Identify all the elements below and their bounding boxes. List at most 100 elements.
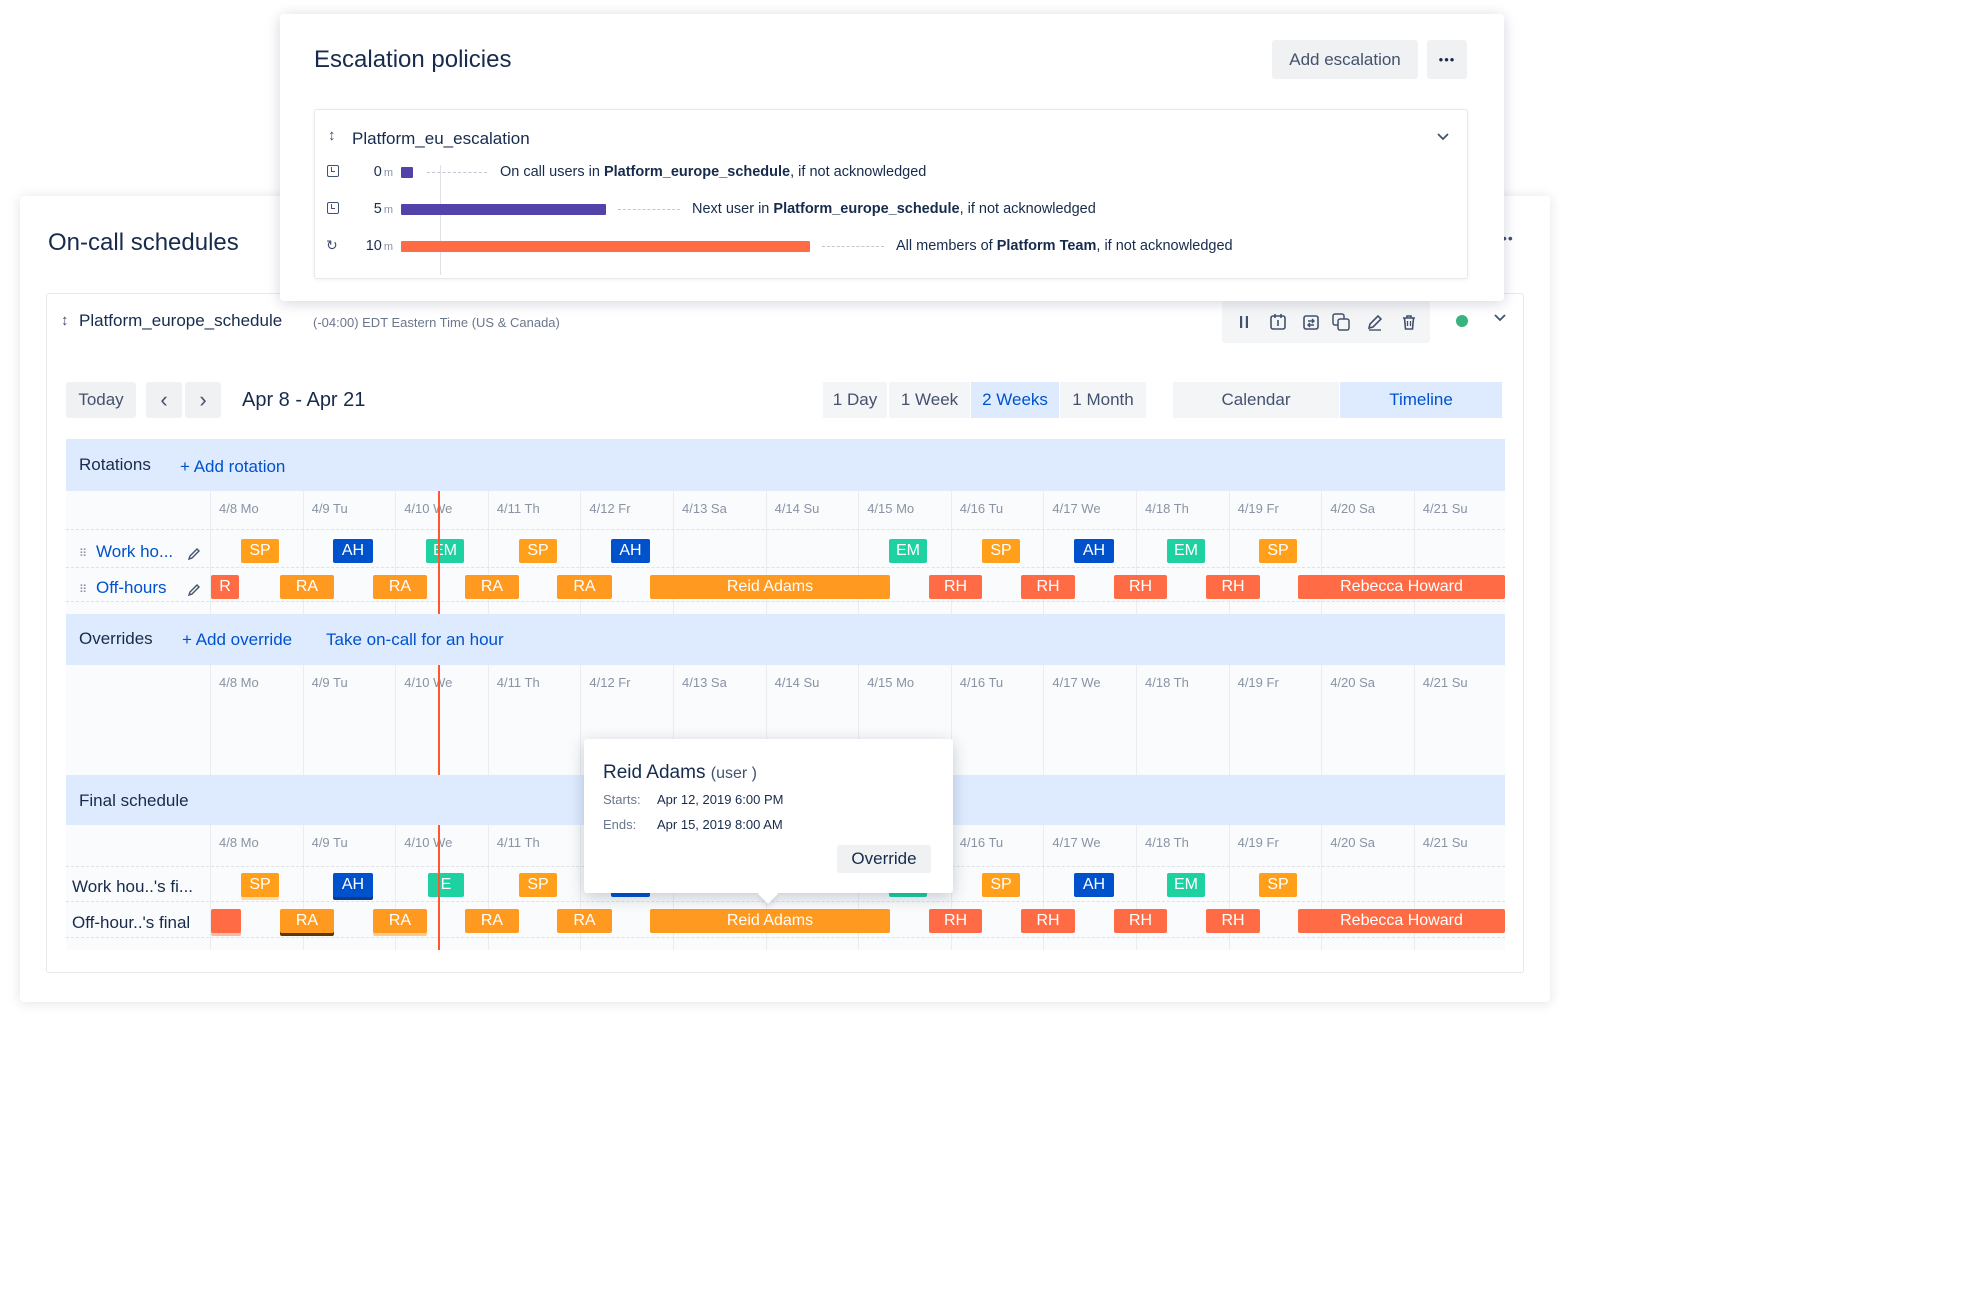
- shift-chip[interactable]: SP: [241, 873, 279, 897]
- override-button[interactable]: Override: [837, 845, 931, 873]
- add-rotation-link[interactable]: + Add rotation: [180, 457, 286, 476]
- more-icon[interactable]: •••: [1427, 40, 1467, 79]
- shift-chip[interactable]: AH: [611, 539, 650, 563]
- step-description: All members of Platform Team, if not ack…: [896, 238, 1233, 254]
- more-options-icon[interactable]: ••: [1502, 230, 1514, 246]
- shift-chip[interactable]: AH: [1074, 539, 1114, 563]
- shift-chip[interactable]: Rebecca Howard: [1298, 575, 1505, 599]
- timezone-label: (-04:00) EDT Eastern Time (US & Canada): [313, 315, 560, 330]
- edit-icon[interactable]: [186, 582, 202, 603]
- shift-chip[interactable]: AH: [333, 873, 373, 897]
- shift-chip[interactable]: SP: [519, 539, 557, 563]
- shift-chip[interactable]: E: [428, 873, 464, 897]
- shift-chip[interactable]: SP: [1259, 873, 1297, 897]
- rotations-header: Rotations + Add rotation: [66, 439, 1505, 491]
- shift-chip[interactable]: Reid Adams: [650, 575, 890, 599]
- shift-chip[interactable]: RA: [465, 909, 519, 933]
- chevron-down-icon[interactable]: [1492, 309, 1508, 330]
- shift-chip[interactable]: EM: [426, 539, 464, 563]
- copy-calendar-icon[interactable]: [1331, 312, 1351, 332]
- row-divider: [66, 901, 1505, 902]
- shift-chip[interactable]: RH: [1021, 575, 1075, 599]
- rotations-timeline: 4/8 Mo 4/9 Tu 4/10 We 4/11 Th 4/12 Fr 4/13 Sa…: [66, 491, 1505, 614]
- shift-chip[interactable]: [211, 909, 241, 933]
- day-label: 4/18 Th: [1145, 675, 1189, 690]
- add-override-link[interactable]: + Add override: [182, 630, 293, 649]
- day-label: 4/21 Su: [1422, 675, 1468, 690]
- day-label: 4/17 We: [1052, 501, 1101, 516]
- shift-chip[interactable]: RH: [1021, 909, 1075, 933]
- tab-1-month[interactable]: 1 Month: [1060, 382, 1146, 418]
- shift-chip[interactable]: RH: [1114, 575, 1167, 599]
- day-column: [210, 665, 211, 775]
- step-bar: [401, 204, 606, 215]
- day-column: [487, 491, 489, 614]
- repeat-icon: ↻: [326, 237, 338, 253]
- tab-timeline[interactable]: Timeline: [1340, 382, 1502, 418]
- shift-chip[interactable]: EM: [889, 539, 927, 563]
- shift-chip[interactable]: SP: [982, 873, 1020, 897]
- shift-chip[interactable]: RH: [929, 909, 982, 933]
- shift-chip[interactable]: SP: [1259, 539, 1297, 563]
- shift-chip[interactable]: SP: [519, 873, 557, 897]
- delete-icon[interactable]: [1399, 312, 1419, 332]
- shift-chip[interactable]: EM: [1167, 539, 1205, 563]
- edit-icon[interactable]: [1365, 312, 1385, 332]
- shift-chip[interactable]: RA: [373, 575, 427, 599]
- shift-chip[interactable]: RH: [1206, 909, 1260, 933]
- shift-chip[interactable]: R: [211, 575, 239, 599]
- shift-chip[interactable]: EM: [1167, 873, 1205, 897]
- shift-chip[interactable]: AH: [1074, 873, 1114, 897]
- drag-handle-icon[interactable]: ↕: [61, 312, 69, 329]
- shift-chip[interactable]: Rebecca Howard: [1298, 909, 1505, 933]
- prev-button[interactable]: ‹: [146, 382, 182, 418]
- day-label: 4/15 Mo: [867, 675, 915, 690]
- tab-1-day[interactable]: 1 Day: [823, 382, 887, 418]
- shift-chip[interactable]: RA: [465, 575, 519, 599]
- day-label: 4/17 We: [1052, 835, 1101, 850]
- step-connector: [427, 172, 487, 173]
- overrides-header: Overrides + Add override Take on-call fo…: [66, 614, 1505, 665]
- schedule-name[interactable]: Platform_europe_schedule: [79, 311, 283, 330]
- shift-chip[interactable]: SP: [982, 539, 1020, 563]
- shift-chip[interactable]: RH: [929, 575, 982, 599]
- shift-chip[interactable]: RA: [280, 909, 334, 933]
- day-column: [1043, 825, 1045, 950]
- drag-handle-icon[interactable]: ↕: [328, 127, 336, 144]
- drag-handle-icon[interactable]: ⠿: [79, 584, 87, 596]
- escalation-policies-card: Escalation policies Add escalation ••• ↕…: [280, 14, 1504, 301]
- tab-1-week[interactable]: 1 Week: [889, 382, 970, 418]
- starts-label: Starts:: [603, 792, 641, 807]
- next-button[interactable]: ›: [185, 382, 221, 418]
- policy-name[interactable]: Platform_eu_escalation: [352, 129, 530, 148]
- rotation-name-work-hours[interactable]: Work ho...: [96, 542, 174, 561]
- shift-chip[interactable]: RA: [557, 575, 612, 599]
- shift-chip[interactable]: RH: [1206, 575, 1260, 599]
- edit-icon[interactable]: [186, 546, 202, 567]
- tab-2-weeks[interactable]: 2 Weeks: [971, 382, 1059, 418]
- add-escalation-button[interactable]: Add escalation: [1272, 40, 1418, 79]
- day-column: [395, 825, 397, 950]
- overrides-title: Overrides: [79, 629, 153, 648]
- calendar-icon[interactable]: [1268, 312, 1288, 332]
- shift-chip[interactable]: RA: [280, 575, 334, 599]
- day-column: [395, 665, 397, 775]
- day-label: 4/10 We: [404, 501, 453, 516]
- shift-chip[interactable]: Reid Adams: [650, 909, 890, 933]
- shift-chip[interactable]: RA: [373, 909, 427, 933]
- shift-chip[interactable]: SP: [241, 539, 279, 563]
- shift-chip[interactable]: RA: [557, 909, 612, 933]
- today-button[interactable]: Today: [66, 382, 136, 418]
- drag-handle-icon[interactable]: ⠿: [79, 548, 87, 560]
- chevron-down-icon[interactable]: [1435, 128, 1451, 149]
- take-oncall-link[interactable]: Take on-call for an hour: [326, 630, 504, 649]
- swap-calendar-icon[interactable]: [1301, 312, 1321, 332]
- shift-chip[interactable]: AH: [333, 539, 373, 563]
- step-bar: [401, 241, 810, 252]
- shift-chip[interactable]: RH: [1114, 909, 1167, 933]
- tab-calendar[interactable]: Calendar: [1173, 382, 1339, 418]
- rotation-name-off-hours[interactable]: Off-hours: [96, 578, 167, 597]
- pause-icon[interactable]: [1234, 312, 1254, 332]
